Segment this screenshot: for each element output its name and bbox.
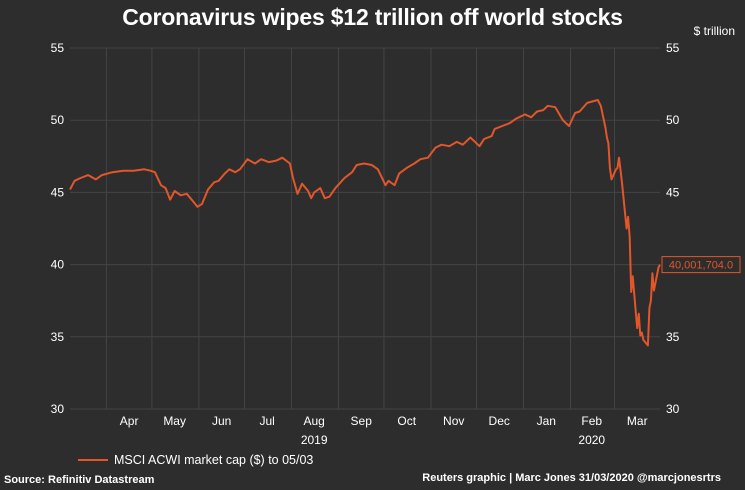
y-tick-label-left: 40 — [51, 258, 65, 272]
x-tick-label: Oct — [397, 414, 416, 428]
y-tick-label-left: 35 — [51, 330, 65, 344]
y-tick-label-left: 45 — [51, 185, 65, 199]
x-tick-label: Nov — [443, 414, 464, 428]
y-tick-label-right: 50 — [666, 113, 680, 127]
y-tick-label-left: 55 — [51, 41, 65, 55]
end-value-label-group: 40,001,704.0 — [661, 256, 741, 274]
x-year-label: 2020 — [578, 433, 605, 447]
end-value-label-box — [661, 256, 741, 274]
source-note: Source: Refinitiv Datastream — [4, 474, 155, 486]
legend-label: MSCI ACWI market cap ($) to 05/03 — [114, 453, 314, 467]
legend: MSCI ACWI market cap ($) to 05/03 — [78, 453, 313, 467]
legend-swatch — [78, 459, 108, 461]
x-tick-label: Feb — [581, 414, 602, 428]
x-tick-label: Mar — [627, 414, 648, 428]
x-tick-label: Jun — [212, 414, 231, 428]
end-value-label: 40,001,704.0 — [669, 260, 733, 272]
chart-title: Coronavirus wipes $12 trillion off world… — [122, 4, 623, 30]
y-axis-unit-label: $ trillion — [693, 24, 735, 38]
series-group — [69, 99, 661, 347]
x-tick-label: Sep — [351, 414, 373, 428]
x-tick-label: Aug — [304, 414, 325, 428]
y-tick-label-left: 30 — [51, 402, 65, 416]
credit-note: Reuters graphic | Marc Jones 31/03/2020 … — [422, 472, 721, 484]
x-year-label: 2019 — [301, 433, 328, 447]
y-tick-label-right: 35 — [666, 330, 680, 344]
x-tick-label: Jul — [260, 414, 275, 428]
x-tick-label: Jan — [537, 414, 556, 428]
x-tick-label: May — [163, 414, 186, 428]
y-tick-label-right: 30 — [666, 402, 680, 416]
y-tick-label-right: 55 — [666, 41, 680, 55]
y-tick-label-left: 50 — [51, 113, 65, 127]
x-tick-label: Dec — [489, 414, 510, 428]
series-line — [69, 99, 661, 347]
x-axis: Apr May Jun Jul Aug Sep Oct Nov Dec Jan Feb Mar 2019… — [120, 414, 648, 447]
grid-lines — [70, 47, 660, 410]
y-axis-left: 30 35 40 45 50 55 — [51, 41, 65, 416]
x-tick-label: Apr — [120, 414, 139, 428]
y-tick-label-right: 45 — [666, 185, 680, 199]
